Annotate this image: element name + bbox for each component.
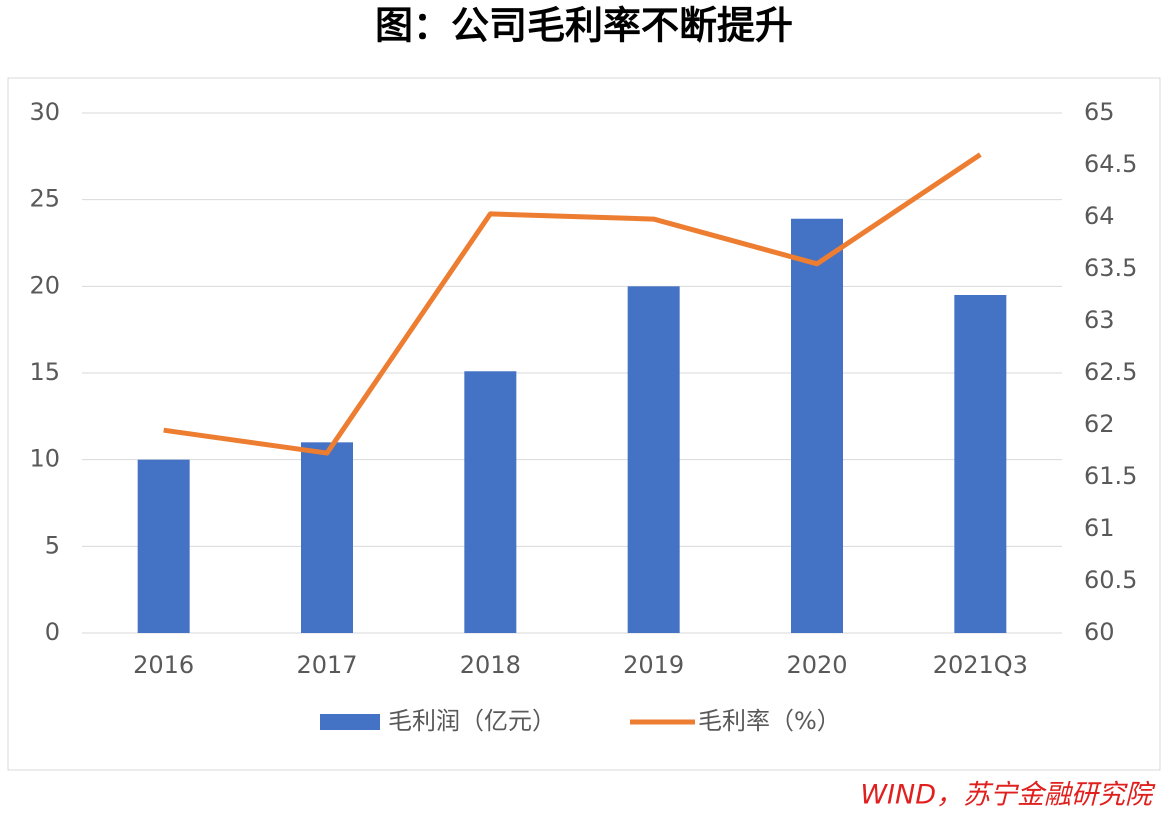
y2-tick-label: 61 xyxy=(1084,514,1115,542)
y2-tick-label: 64.5 xyxy=(1084,150,1137,178)
y2-tick-label: 61.5 xyxy=(1084,462,1137,490)
y2-tick-label: 62 xyxy=(1084,410,1115,438)
bar xyxy=(791,218,843,633)
chart-title: 图：公司毛利率不断提升 xyxy=(375,4,793,48)
bar xyxy=(301,442,353,633)
legend-swatch xyxy=(320,714,380,730)
x-tick-label: 2018 xyxy=(460,651,521,679)
y-tick-label: 0 xyxy=(45,618,60,646)
y2-tick-label: 63 xyxy=(1084,306,1115,334)
x-tick-label: 2021Q3 xyxy=(933,651,1028,679)
y-tick-label: 20 xyxy=(29,271,60,299)
y2-tick-label: 65 xyxy=(1084,98,1115,126)
y-tick-label: 30 xyxy=(29,98,60,126)
y-tick-label: 15 xyxy=(29,358,60,386)
x-tick-label: 2016 xyxy=(133,651,194,679)
bar xyxy=(954,295,1007,633)
bar xyxy=(137,459,190,633)
y2-tick-label: 63.5 xyxy=(1084,254,1137,282)
x-tick-label: 2019 xyxy=(623,651,684,679)
y-tick-label: 5 xyxy=(45,531,60,559)
y-tick-label: 25 xyxy=(29,185,60,213)
x-tick-label: 2017 xyxy=(296,651,357,679)
y2-tick-label: 60 xyxy=(1084,618,1115,646)
legend-label: 毛利率（%） xyxy=(698,707,841,735)
x-tick-label: 2020 xyxy=(786,651,847,679)
line xyxy=(163,152,982,456)
bar xyxy=(464,371,517,633)
legend-label: 毛利润（亿元） xyxy=(388,707,556,735)
y2-tick-label: 64 xyxy=(1084,202,1115,230)
bar xyxy=(627,286,680,633)
y2-tick-label: 60.5 xyxy=(1084,566,1137,594)
source: WIND，苏宁金融研究院 xyxy=(860,780,1156,811)
y2-tick-label: 62.5 xyxy=(1084,358,1137,386)
chart-frame xyxy=(7,77,1161,771)
y-tick-label: 10 xyxy=(29,445,60,473)
